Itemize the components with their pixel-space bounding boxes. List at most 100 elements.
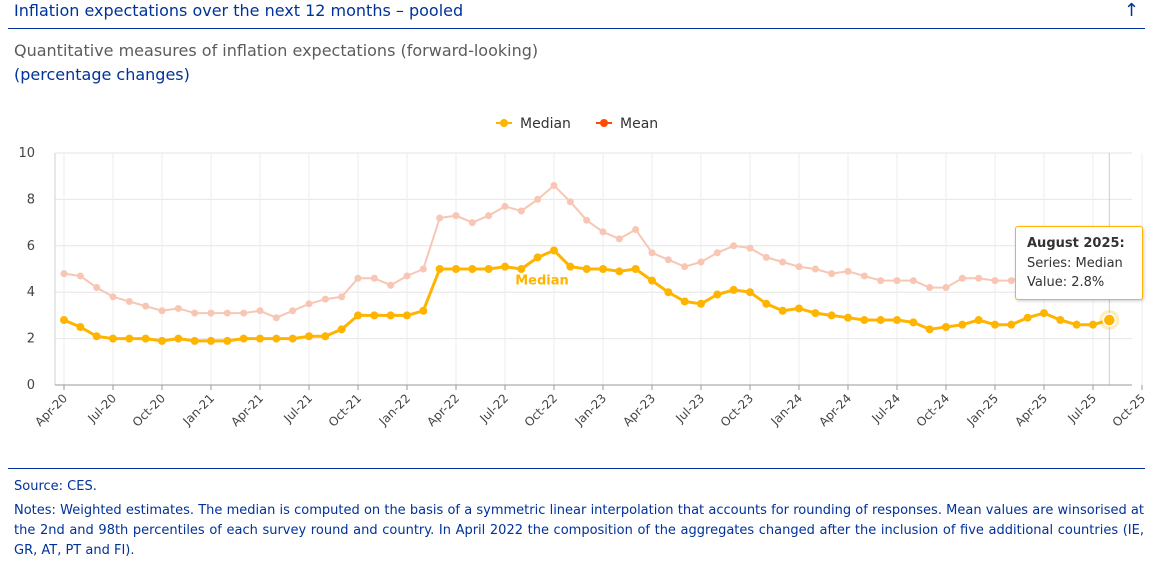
median-point[interactable] — [615, 267, 624, 276]
median-point[interactable] — [419, 306, 428, 315]
median-point[interactable] — [468, 265, 477, 273]
median-point[interactable] — [631, 265, 640, 273]
mean-point[interactable] — [256, 307, 264, 315]
median-point[interactable] — [386, 311, 395, 320]
median-point[interactable] — [533, 253, 542, 262]
mean-point[interactable] — [550, 181, 558, 189]
mean-point[interactable] — [174, 304, 182, 312]
mean-point[interactable] — [403, 272, 411, 280]
mean-point[interactable] — [142, 302, 150, 310]
median-point[interactable] — [500, 262, 509, 271]
median-point[interactable] — [827, 311, 836, 320]
median-point[interactable] — [941, 323, 950, 331]
mean-point[interactable] — [272, 314, 280, 322]
median-point[interactable] — [174, 334, 183, 343]
median-point[interactable] — [582, 265, 591, 273]
median-point[interactable] — [255, 334, 264, 343]
mean-point[interactable] — [517, 207, 525, 215]
median-point[interactable] — [762, 299, 771, 308]
mean-point[interactable] — [370, 274, 378, 282]
series-median[interactable] — [60, 246, 1120, 345]
arrow-up-icon[interactable]: ↑ — [1123, 0, 1139, 21]
mean-point[interactable] — [877, 277, 885, 285]
legend-item-mean[interactable]: Mean — [596, 116, 658, 132]
median-point[interactable] — [892, 316, 901, 325]
median-point[interactable] — [860, 316, 869, 325]
mean-point[interactable] — [76, 272, 84, 280]
mean-point[interactable] — [664, 256, 672, 264]
median-point[interactable] — [696, 299, 705, 308]
median-point[interactable] — [1007, 320, 1016, 329]
median-point[interactable] — [664, 288, 673, 297]
median-point[interactable] — [92, 332, 101, 341]
mean-point[interactable] — [158, 307, 166, 315]
mean-point[interactable] — [811, 265, 819, 273]
median-point[interactable] — [402, 311, 411, 320]
mean-point[interactable] — [191, 309, 199, 317]
mean-point[interactable] — [795, 263, 803, 271]
mean-point[interactable] — [223, 309, 231, 317]
mean-point[interactable] — [828, 270, 836, 278]
mean-point[interactable] — [566, 198, 574, 206]
mean-point[interactable] — [991, 277, 999, 285]
median-point[interactable] — [272, 334, 281, 343]
median-point[interactable] — [647, 276, 656, 285]
median-point[interactable] — [60, 316, 68, 325]
median-point[interactable] — [990, 320, 999, 329]
median-point[interactable] — [811, 309, 820, 318]
mean-point[interactable] — [240, 309, 248, 317]
mean-point[interactable] — [860, 272, 868, 280]
mean-point[interactable] — [321, 295, 329, 303]
median-point[interactable] — [876, 316, 885, 325]
median-point[interactable] — [321, 332, 330, 341]
median-point[interactable] — [108, 334, 117, 343]
mean-point[interactable] — [305, 300, 313, 308]
median-point[interactable] — [288, 334, 297, 343]
median-point[interactable] — [223, 336, 232, 345]
mean-point[interactable] — [501, 202, 509, 210]
median-point[interactable] — [141, 334, 150, 343]
median-point[interactable] — [843, 313, 852, 322]
median-point[interactable] — [206, 336, 215, 345]
median-point[interactable] — [353, 311, 362, 320]
median-point[interactable] — [713, 290, 722, 299]
mean-point[interactable] — [419, 265, 427, 273]
mean-point[interactable] — [942, 284, 950, 292]
median-point[interactable] — [435, 265, 444, 273]
median-line[interactable] — [63, 248, 1110, 343]
median-point[interactable] — [745, 288, 754, 297]
median-point[interactable] — [729, 285, 738, 294]
median-point[interactable] — [190, 336, 199, 345]
median-point[interactable] — [370, 311, 379, 320]
mean-point[interactable] — [632, 226, 640, 234]
median-point[interactable] — [337, 325, 346, 334]
median-point[interactable] — [484, 265, 493, 273]
mean-point[interactable] — [909, 277, 917, 285]
mean-point[interactable] — [762, 253, 770, 261]
mean-point[interactable] — [844, 267, 852, 275]
mean-point[interactable] — [648, 249, 656, 257]
mean-point[interactable] — [1007, 277, 1015, 285]
mean-point[interactable] — [93, 284, 101, 292]
chart-legend[interactable]: Median Mean — [496, 116, 658, 132]
mean-point[interactable] — [338, 293, 346, 301]
hover-point[interactable] — [1102, 313, 1117, 327]
mean-point[interactable] — [958, 274, 966, 282]
median-point[interactable] — [1088, 320, 1097, 329]
median-point[interactable] — [925, 325, 934, 334]
median-point[interactable] — [680, 297, 689, 306]
mean-point[interactable] — [60, 270, 68, 278]
mean-point[interactable] — [109, 293, 117, 301]
mean-point[interactable] — [599, 228, 607, 236]
median-point[interactable] — [909, 318, 918, 327]
median-point[interactable] — [958, 320, 967, 329]
mean-point[interactable] — [125, 297, 133, 305]
median-point[interactable] — [1072, 320, 1081, 329]
median-point[interactable] — [157, 336, 166, 345]
mean-point[interactable] — [730, 242, 738, 250]
mean-point[interactable] — [534, 195, 542, 203]
median-point[interactable] — [598, 265, 607, 273]
mean-point[interactable] — [452, 212, 460, 220]
mean-point[interactable] — [436, 214, 444, 222]
mean-point[interactable] — [713, 249, 721, 257]
